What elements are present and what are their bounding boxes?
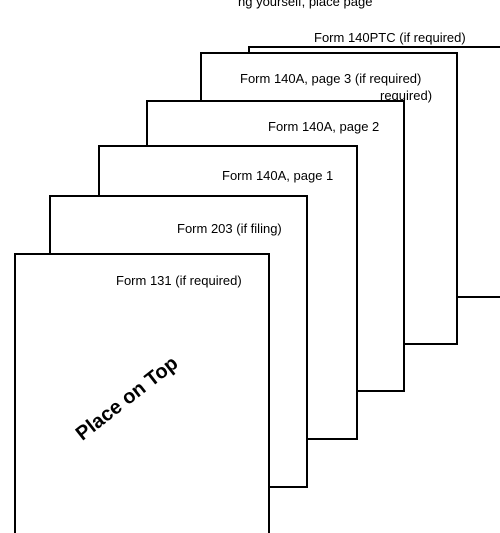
sheet-label: Form 140PTC (if required) <box>314 30 466 45</box>
sheet-label-overflow: required) <box>380 88 433 103</box>
sheet-label: Form 131 (if required) <box>116 273 242 288</box>
sheet-edge-line <box>458 296 500 298</box>
sheet-label: Form 140A, page 3 (if required) <box>240 71 422 86</box>
place-on-top-stamp: Place on Top <box>71 352 183 446</box>
sheet-label: Form 140A, page 1 <box>222 168 334 183</box>
sheet-form-131: Form 131 (if required) Place on Top <box>14 253 270 533</box>
top-text-fragment: ng yourself, place page <box>238 0 373 9</box>
sheet-label: Form 140A, page 2 <box>268 119 380 134</box>
sheet-label: Form 203 (if filing) <box>177 221 282 236</box>
